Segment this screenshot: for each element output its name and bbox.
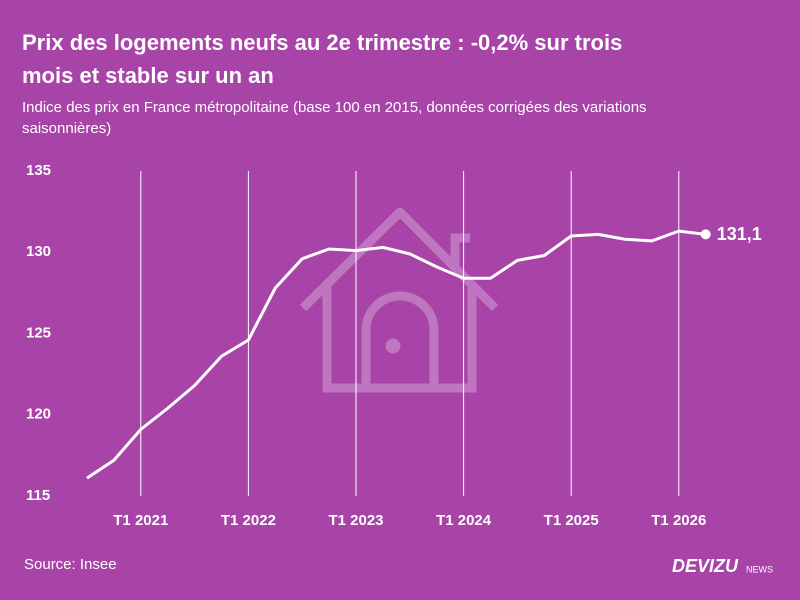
y-tick-label: 135 [26,162,51,179]
y-tick-label: 125 [26,324,51,341]
chart-subtitle: saisonnières) [22,120,111,137]
house-icon [299,207,499,393]
chart-title: mois et stable sur un an [22,63,274,88]
brand: DEVIZU [672,556,739,576]
value-label: 131,1 [717,224,762,244]
x-tick-label: T1 2023 [328,512,383,529]
x-tick-label: T1 2024 [436,512,492,529]
y-tick-label: 130 [26,243,51,260]
end-point [700,229,711,240]
x-tick-label: T1 2022 [221,512,276,529]
y-tick-label: 115 [26,487,50,504]
source: Source: Insee [24,556,117,573]
y-tick-label: 120 [26,406,51,423]
brand-suffix: NEWS [746,564,773,574]
line [86,229,706,480]
x-tick-label: T1 2025 [544,512,599,529]
chart-title: Prix des logements neufs au 2e trimestre… [22,30,622,55]
x-tick-label: T1 2021 [113,512,168,529]
chart-subtitle: Indice des prix en France métropolitaine… [22,99,647,116]
x-tick-label: T1 2026 [651,512,706,529]
